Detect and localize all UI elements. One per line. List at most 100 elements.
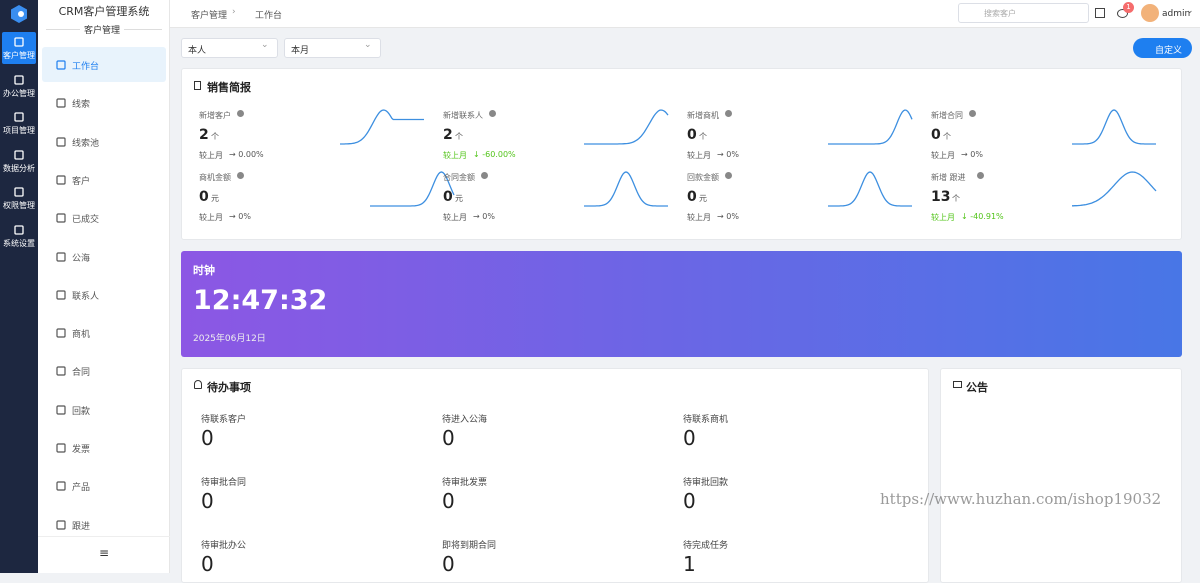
metric-label: 新增客户 xyxy=(199,111,231,120)
metric-label: 新增联系人 xyxy=(443,111,483,120)
icon-shape xyxy=(56,251,66,262)
breadcrumb-item[interactable]: 工作台 xyxy=(255,11,283,21)
todo-label[interactable]: 待联系客户 xyxy=(201,415,247,425)
notice-title: 公告 xyxy=(966,381,988,394)
sub-nav-icon xyxy=(56,328,66,338)
logo-dot xyxy=(18,11,24,17)
sparkline-curve xyxy=(1072,171,1157,207)
todo-count[interactable]: 0 xyxy=(201,426,214,450)
main-nav-item[interactable]: 客户管理 xyxy=(3,51,35,60)
clock-title: 时钟 xyxy=(193,264,215,277)
clock-time: 12:47:32 xyxy=(193,285,328,316)
compare-label: 较上月 xyxy=(687,151,711,160)
todo-count[interactable]: 0 xyxy=(442,426,455,450)
sub-nav-item[interactable]: 客户 xyxy=(72,176,91,187)
sub-nav-item[interactable]: 回款 xyxy=(72,406,91,417)
todo-label[interactable]: 待审批回款 xyxy=(683,478,729,488)
custom-button-label[interactable]: 自定义 xyxy=(1155,46,1183,56)
help-icon xyxy=(481,172,488,179)
sub-nav-item[interactable]: 工作台 xyxy=(72,62,100,72)
main-nav-icon xyxy=(14,74,24,85)
todo-label[interactable]: 待进入公海 xyxy=(442,415,488,425)
filter-select[interactable] xyxy=(284,38,381,58)
todo-label[interactable]: 待审批发票 xyxy=(442,478,488,488)
metric-change: → 0% xyxy=(717,212,739,221)
metric-change: → 0% xyxy=(717,150,739,159)
todo-count[interactable]: 1 xyxy=(683,552,696,576)
todo-count[interactable]: 0 xyxy=(683,489,696,513)
sub-nav-item[interactable]: 线索池 xyxy=(72,138,100,149)
main-nav-item[interactable]: 项目管理 xyxy=(3,126,35,135)
icon-shape xyxy=(56,443,66,453)
main-nav-item[interactable]: 系统设置 xyxy=(3,238,35,248)
help-icon xyxy=(977,172,984,179)
sub-nav-icon xyxy=(56,251,66,262)
collapse-button[interactable]: ≡ xyxy=(38,536,170,573)
sub-nav-item[interactable]: 商机 xyxy=(72,330,91,341)
sparkline-curve xyxy=(828,171,912,207)
custom-button[interactable] xyxy=(1133,38,1192,58)
notice-card xyxy=(940,368,1182,583)
sub-nav-item[interactable]: 联系人 xyxy=(72,291,100,302)
icon-shape xyxy=(56,328,66,338)
sub-nav-item[interactable]: 合同 xyxy=(72,368,91,379)
metric-value: 13 xyxy=(931,189,951,205)
message-button[interactable] xyxy=(1117,9,1128,18)
main-nav-item[interactable]: 办公管理 xyxy=(3,88,35,98)
sub-nav-icon xyxy=(56,213,66,223)
metric-unit: 个 xyxy=(455,132,463,141)
sub-nav-item[interactable]: 线索 xyxy=(72,100,91,111)
fullscreen-button[interactable] xyxy=(1095,8,1105,18)
filter-caret: ⌄ xyxy=(261,40,269,50)
icon-shape xyxy=(56,519,66,530)
todo-label[interactable]: 待审批合同 xyxy=(201,478,247,488)
compare-label: 较上月 xyxy=(199,151,223,160)
sub-nav-icon xyxy=(56,519,66,530)
icon-shape xyxy=(56,405,66,415)
metric-value: 0 xyxy=(687,189,697,205)
metric-change: ↓ -40.91% xyxy=(961,212,1004,221)
sub-nav-item[interactable]: 已成交 xyxy=(72,215,100,226)
todo-label[interactable]: 即将到期合同 xyxy=(442,541,497,551)
help-icon xyxy=(237,110,244,117)
sub-nav-item[interactable]: 跟进 xyxy=(72,521,91,532)
icon-shape xyxy=(56,175,66,185)
icon-shape xyxy=(56,366,66,376)
main-nav-item[interactable]: 权限管理 xyxy=(3,201,35,210)
filter-value: 本月 xyxy=(291,46,310,56)
sub-nav-item[interactable]: 公海 xyxy=(72,253,91,264)
todo-count[interactable]: 0 xyxy=(442,489,455,513)
todo-count[interactable]: 0 xyxy=(201,552,214,576)
main-nav-icon xyxy=(14,224,24,235)
metric-change: ↓ -60.00% xyxy=(473,150,516,159)
sub-nav-icon xyxy=(56,136,66,147)
main-nav-icon xyxy=(14,112,24,122)
icon-shape xyxy=(56,60,66,70)
icon-shape xyxy=(14,187,24,197)
metric-label: 新增商机 xyxy=(687,111,719,120)
todo-count[interactable]: 0 xyxy=(683,426,696,450)
user-name[interactable]: admin xyxy=(1162,9,1191,19)
main-nav-item[interactable]: 数据分析 xyxy=(3,163,35,173)
sub-nav-item[interactable]: 发票 xyxy=(72,445,91,455)
sparkline-curve xyxy=(584,109,669,145)
main-nav-icon xyxy=(14,37,24,47)
todo-label[interactable]: 待完成任务 xyxy=(683,541,729,551)
sparkline-curve xyxy=(1072,109,1156,145)
metric-label: 合同金额 xyxy=(443,173,475,182)
todo-label[interactable]: 待联系商机 xyxy=(683,415,729,425)
sparkline xyxy=(584,171,668,207)
metric-value: 0 xyxy=(687,127,697,143)
main-nav-icon xyxy=(14,149,24,160)
todo-count[interactable]: 0 xyxy=(201,489,214,513)
todo-count[interactable]: 0 xyxy=(442,552,455,576)
sub-nav-item[interactable]: 产品 xyxy=(72,483,91,494)
avatar[interactable] xyxy=(1141,4,1159,22)
sparkline-curve xyxy=(370,171,455,207)
breadcrumb-item[interactable]: 客户管理 xyxy=(191,11,228,21)
todo-label[interactable]: 待审批办公 xyxy=(201,541,247,551)
sparkline xyxy=(1072,109,1156,145)
search-box[interactable] xyxy=(958,3,1089,23)
filter-select[interactable] xyxy=(181,38,278,58)
